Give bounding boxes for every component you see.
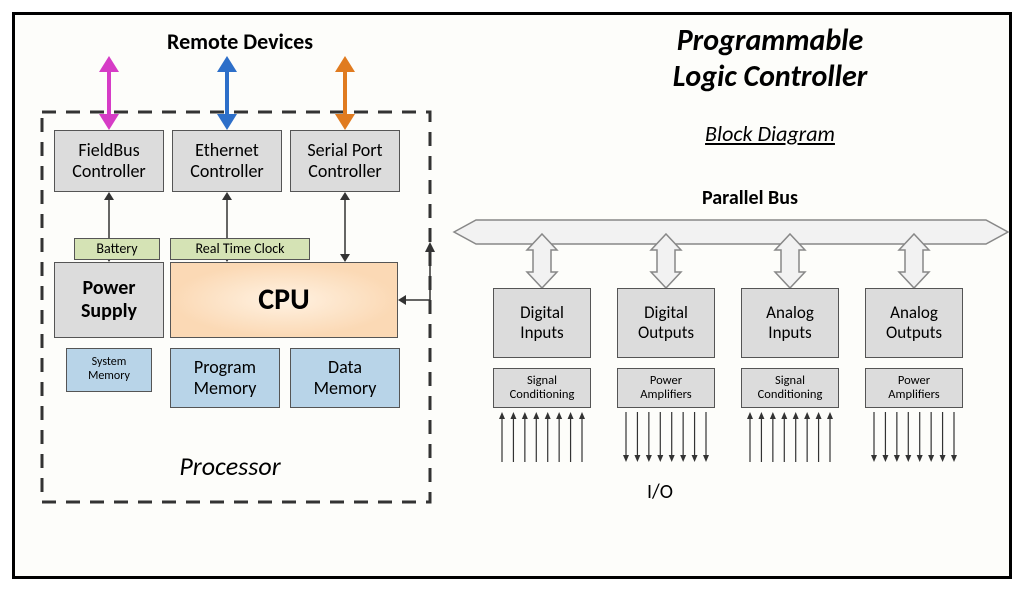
io-ain-top: AnalogInputs: [741, 288, 839, 358]
title-line1: Programmable: [560, 22, 980, 59]
cpu-block: CPU: [170, 262, 398, 338]
io-aout-bot: PowerAmplifiers: [865, 368, 963, 408]
parallel-bus-label: Parallel Bus: [600, 186, 900, 210]
processor-label: Processor: [130, 450, 330, 482]
remote-devices-label: Remote Devices: [120, 28, 360, 55]
controller-fieldbus: FieldBusController: [54, 130, 164, 192]
io-din-top: DigitalInputs: [493, 288, 591, 358]
controller-serial: Serial PortController: [290, 130, 400, 192]
data-memory-block: DataMemory: [290, 348, 400, 408]
rtc-block: Real Time Clock: [170, 238, 310, 260]
battery-block: Battery: [74, 238, 160, 260]
system-memory-block: SystemMemory: [66, 348, 152, 392]
io-ain-bot: SignalConditioning: [741, 368, 839, 408]
io-aout-top: AnalogOutputs: [865, 288, 963, 358]
subtitle: Block Diagram: [600, 120, 940, 147]
io-din-bot: SignalConditioning: [493, 368, 591, 408]
controller-ethernet: EthernetController: [172, 130, 282, 192]
title-line2: Logic Controller: [560, 58, 980, 95]
io-dout-bot: PowerAmplifiers: [617, 368, 715, 408]
program-memory-block: ProgramMemory: [170, 348, 280, 408]
io-label: I/O: [620, 480, 700, 504]
diagram-frame: Programmable Logic Controller Block Diag…: [0, 0, 1024, 591]
power-supply-block: PowerSupply: [54, 262, 164, 338]
io-dout-top: DigitalOutputs: [617, 288, 715, 358]
